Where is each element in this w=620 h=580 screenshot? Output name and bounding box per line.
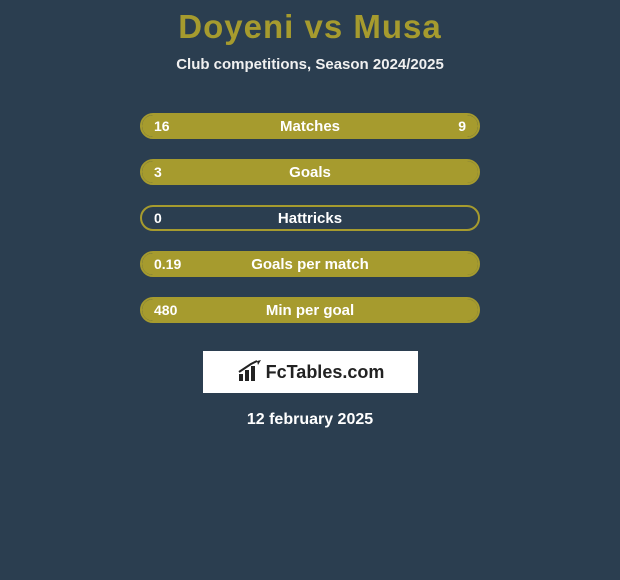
stat-value-left: 0.19 [154,253,181,275]
stat-row: Hattricks0 [140,195,480,241]
brand-text: FcTables.com [266,362,385,383]
stat-value-right: 9 [458,115,466,137]
stat-label: Min per goal [142,299,478,321]
page-title: Doyeni vs Musa [178,8,441,46]
stat-row: Min per goal480 [140,287,480,333]
stat-value-left: 3 [154,161,162,183]
stat-bar-track: Goals3 [140,159,480,185]
stat-label: Goals [142,161,478,183]
stat-value-left: 16 [154,115,170,137]
comparison-card: Doyeni vs Musa Club competitions, Season… [0,0,620,429]
page-subtitle: Club competitions, Season 2024/2025 [176,56,444,73]
stat-row: Goals3 [140,149,480,195]
stat-label: Hattricks [142,207,478,229]
stat-row: Matches16 9 [140,103,480,149]
date-text: 12 february 2025 [247,411,373,429]
stat-bar-track: Matches16 9 [140,113,480,139]
stat-bar-track: Min per goal480 [140,297,480,323]
stat-value-left: 0 [154,207,162,229]
stat-bar-track: Goals per match0.19 [140,251,480,277]
stats-container: Matches16 9 Goals3 Hattricks0 Goals per matc… [140,103,480,333]
stat-value-left: 480 [154,299,177,321]
bar-chart-icon [236,360,264,384]
stat-label: Goals per match [142,253,478,275]
stat-label: Matches [142,115,478,137]
brand-box[interactable]: FcTables.com [203,351,418,393]
stat-bar-track: Hattricks0 [140,205,480,231]
stat-row: Goals per match0.19 [140,241,480,287]
